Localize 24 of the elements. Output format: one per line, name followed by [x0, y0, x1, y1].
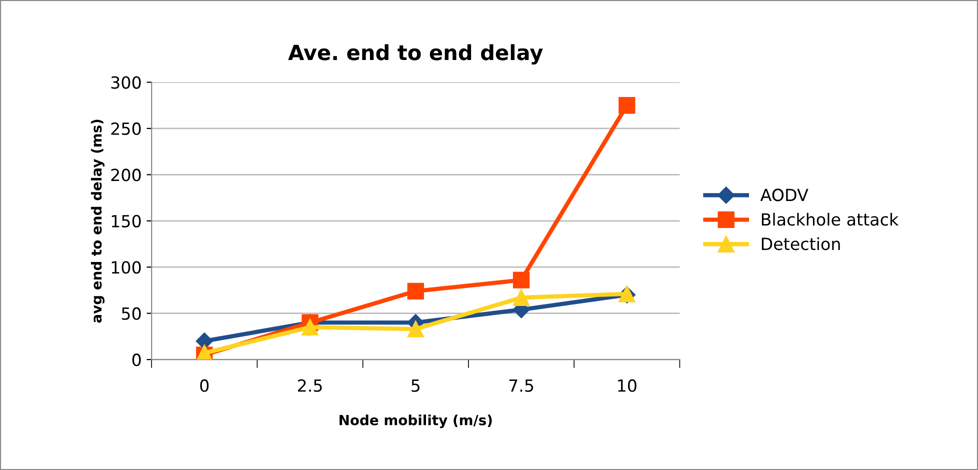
y-tick-label: 200	[111, 168, 141, 182]
y-tick-label: 150	[112, 214, 141, 228]
y-tick-label: 100	[112, 261, 141, 274]
y-tick-label: 250	[111, 122, 141, 136]
point	[407, 320, 424, 338]
y-axis-title: avg end to end delay (ms)	[90, 120, 104, 323]
x-tick-label: 0	[200, 379, 209, 392]
y-tick-label: 300	[111, 76, 141, 89]
x-tick-label: 7.5	[509, 380, 534, 392]
x-tick-label: 10	[618, 379, 636, 392]
legend-label: AODV	[760, 188, 808, 202]
point	[302, 318, 318, 336]
point	[618, 97, 636, 114]
point	[512, 289, 530, 306]
legend-label: Blackhole attack	[762, 212, 899, 226]
point	[407, 282, 424, 300]
y-tick-label: 50	[122, 307, 141, 320]
chart-title: Ave. end to end delay	[288, 44, 543, 65]
point	[512, 272, 530, 288]
y-tick-label: 0	[132, 354, 141, 366]
legend-label: Detection	[762, 237, 840, 250]
x-axis-title: Node mobility (m/s)	[340, 414, 492, 428]
x-tick-label: 2.5	[298, 379, 322, 392]
x-tick-label: 5	[412, 380, 420, 392]
